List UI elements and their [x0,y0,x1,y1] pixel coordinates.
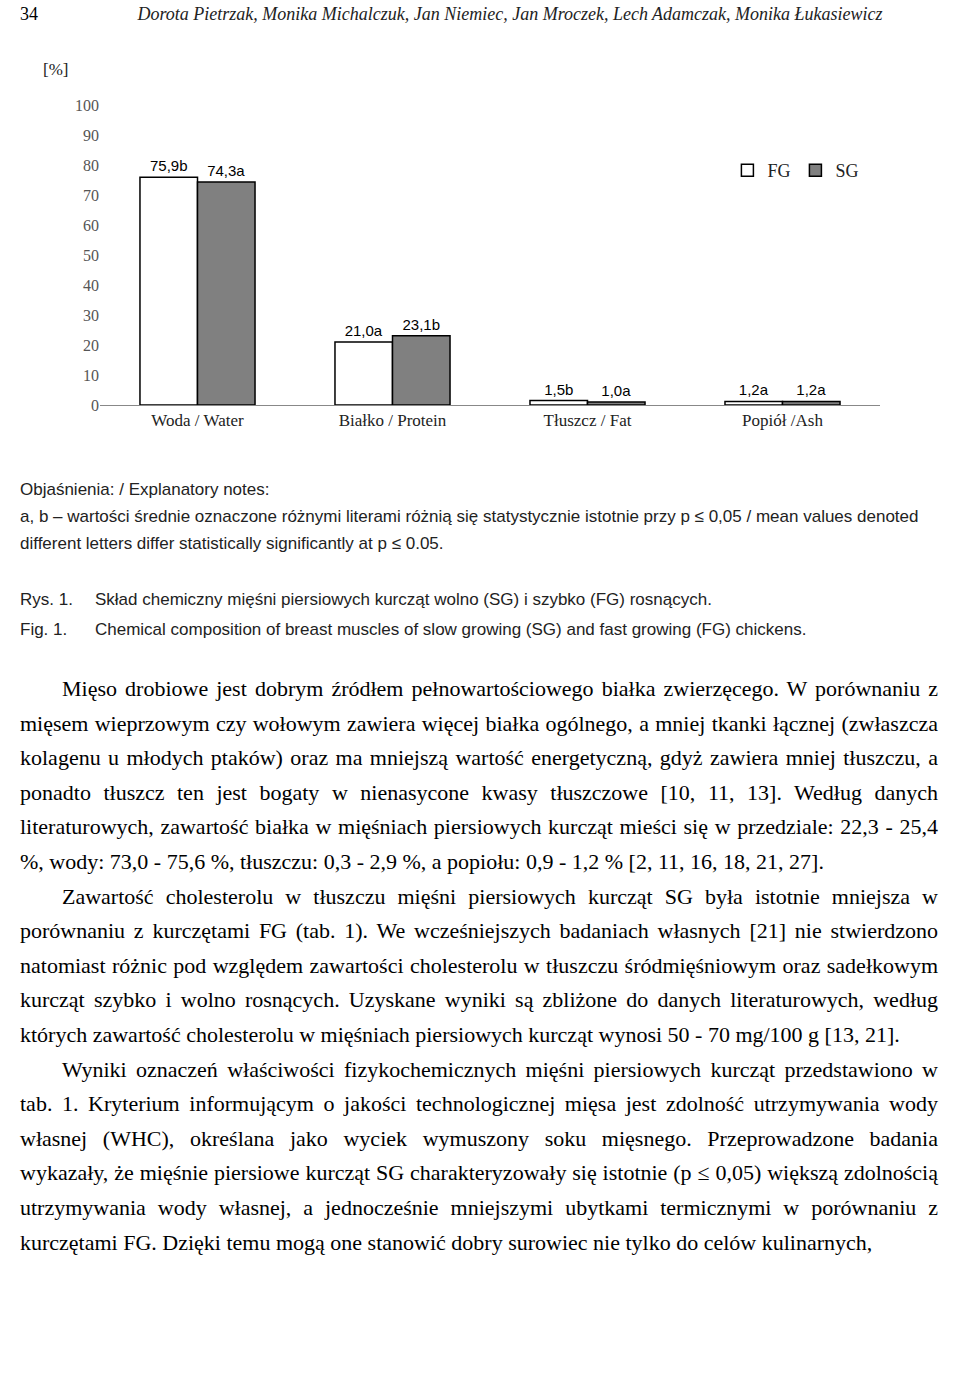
svg-text:75,9b: 75,9b [150,157,188,174]
html-text:Dorota Pietrzak, Monika Michal: Dorota Pietrzak, Monika Michalczuk, Jan … [137,4,883,24]
svg-text:1,2a: 1,2a [739,381,769,398]
html-text:Fig. 1.: Fig. 1. [20,620,68,639]
svg-text:74,3a: 74,3a [207,162,245,179]
svg-text:Popiół /Ash: Popiół /Ash [742,411,823,430]
html-text:Skład chemiczny mięśni piersio: Skład chemiczny mięśni piersiowych kurcz… [95,590,712,609]
svg-text:[%]: [%] [43,60,68,79]
html-text:a, b – wartości średnie oznacz: a, b – wartości średnie oznaczone różnym… [20,507,919,553]
svg-text:1,0a: 1,0a [601,382,631,399]
svg-text:80: 80 [83,157,99,174]
svg-text:0: 0 [91,397,99,414]
svg-text:100: 100 [75,97,99,114]
html-text:Objaśnienia: / Explanatory not: Objaśnienia: / Explanatory notes: [20,480,270,499]
html-text:Zawartość cholesterolu w tłusz: Zawartość cholesterolu w tłuszczu mięśni… [20,883,938,1047]
html-text:Rys. 1.: Rys. 1. [20,590,73,609]
svg-text:20: 20 [83,337,99,354]
svg-text:40: 40 [83,277,99,294]
svg-text:Woda / Water: Woda / Water [151,411,244,430]
svg-text:Białko / Protein: Białko / Protein [339,411,447,430]
svg-text:90: 90 [83,127,99,144]
svg-text:60: 60 [83,217,99,234]
html-text:Mięso drobiowe jest dobrym źró: Mięso drobiowe jest dobrym źródłem pełno… [20,676,938,874]
svg-text:SG: SG [835,161,858,181]
svg-text:50: 50 [83,247,99,264]
svg-text:10: 10 [83,367,99,384]
svg-text:23,1b: 23,1b [402,316,440,333]
svg-text:21,0a: 21,0a [345,322,383,339]
svg-text:FG: FG [767,161,790,181]
html-text:34: 34 [20,4,38,24]
svg-text:Tłuszcz / Fat: Tłuszcz / Fat [544,411,632,430]
svg-text:1,5b: 1,5b [544,381,573,398]
svg-text:1,2a: 1,2a [796,381,826,398]
html-text:Chemical composition of breast: Chemical composition of breast muscles o… [95,620,807,639]
svg-text:30: 30 [83,307,99,324]
html-text:Wyniki oznaczeń właściwości fi: Wyniki oznaczeń właściwości fizykochemic… [20,1056,938,1255]
svg-text:70: 70 [83,187,99,204]
